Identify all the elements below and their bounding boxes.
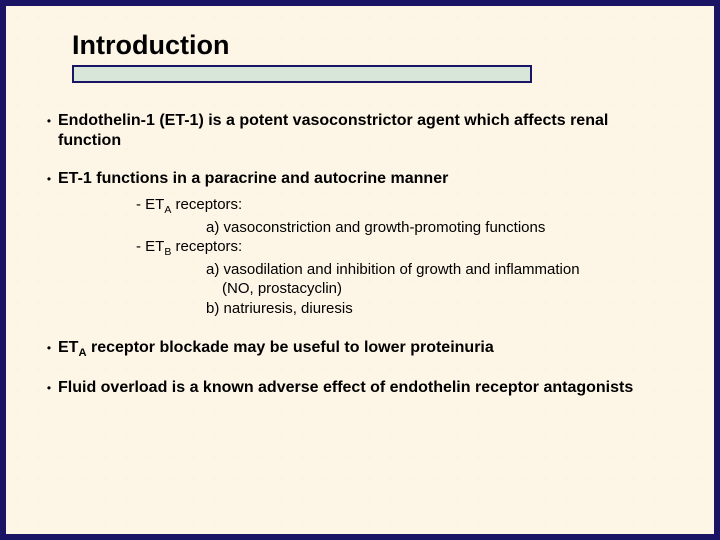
bullet-3-pre: ET [58, 339, 78, 356]
sub-eta-a: a) vasoconstriction and growth-promoting… [206, 218, 672, 238]
bullet-3: • ETA receptor blockade may be useful to… [40, 338, 672, 360]
bullet-dot: • [40, 338, 58, 358]
bullet-3-subscript: A [78, 347, 86, 359]
title-underline-bar [72, 65, 532, 83]
sub-etb-a: a) vasodilation and inhibition of growth… [206, 260, 672, 280]
bullet-2-sublist: - ETA receptors: a) vasoconstriction and… [136, 195, 672, 318]
bullet-2: • ET-1 functions in a paracrine and auto… [40, 169, 672, 189]
sub-eta-receptors: - ETA receptors: [136, 195, 672, 218]
sub-eta-pre: - ET [136, 196, 164, 213]
bullet-2-text: ET-1 functions in a paracrine and autocr… [58, 169, 448, 189]
bullet-dot: • [40, 111, 58, 131]
bullet-3-text: ETA receptor blockade may be useful to l… [58, 338, 494, 360]
bullet-dot: • [40, 169, 58, 189]
sub-eta-post: receptors: [171, 196, 242, 213]
bullet-dot: • [40, 378, 58, 398]
sub-etb-b: b) natriuresis, diuresis [206, 299, 672, 319]
content-area: • Endothelin-1 (ET-1) is a potent vasoco… [24, 111, 696, 398]
sub-etb-a2: (NO, prostacyclin) [222, 279, 672, 299]
bullet-4-text: Fluid overload is a known adverse effect… [58, 378, 633, 398]
sub-etb-post: receptors: [171, 238, 242, 255]
bullet-4: • Fluid overload is a known adverse effe… [40, 378, 672, 398]
sub-etb-receptors: - ETB receptors: [136, 237, 672, 260]
sub-etb-pre: - ET [136, 238, 164, 255]
slide-title: Introduction [72, 30, 696, 61]
bullet-1: • Endothelin-1 (ET-1) is a potent vasoco… [40, 111, 672, 151]
title-block: Introduction [72, 30, 696, 83]
bullet-3-post: receptor blockade may be useful to lower… [87, 339, 494, 356]
bullet-1-text: Endothelin-1 (ET-1) is a potent vasocons… [58, 111, 672, 151]
slide: Introduction • Endothelin-1 (ET-1) is a … [0, 0, 720, 540]
